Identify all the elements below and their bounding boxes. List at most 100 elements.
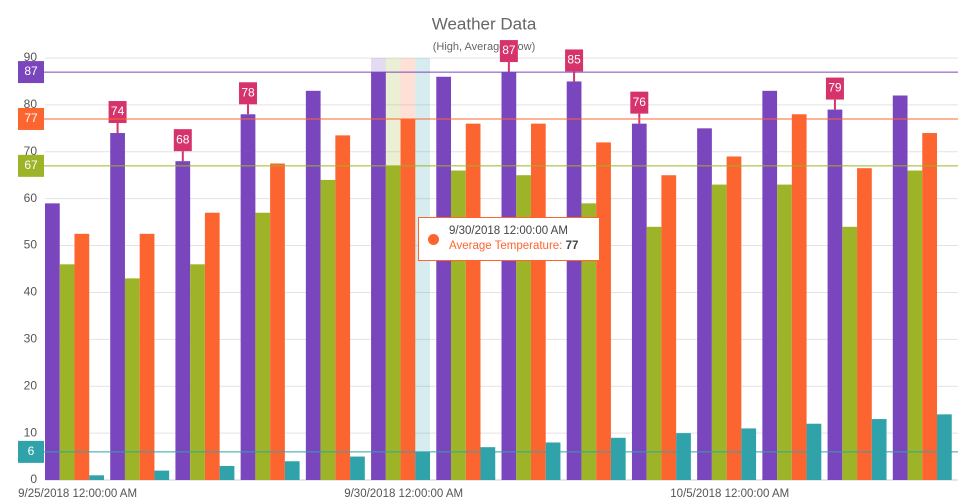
- bar: [857, 168, 872, 480]
- label-box: [825, 77, 844, 100]
- bar: [596, 142, 611, 480]
- bar: [139, 233, 155, 480]
- bar: [415, 451, 431, 480]
- y-tick-label: 50: [24, 238, 38, 252]
- bar: [937, 414, 952, 480]
- bar: [436, 76, 452, 480]
- bar: [871, 419, 887, 480]
- x-tick-label: 9/25/2018 12:00:00 AM: [18, 488, 137, 500]
- bar: [154, 470, 170, 480]
- label-box: [565, 49, 584, 72]
- bar: [530, 123, 546, 481]
- crosshair-label: 67: [24, 158, 38, 172]
- bar: [907, 170, 923, 481]
- data-label: 87: [502, 43, 516, 57]
- label-box: [499, 40, 518, 63]
- y-tick-label: 80: [24, 97, 38, 111]
- data-label: 68: [176, 132, 190, 146]
- bar: [711, 184, 727, 480]
- crosshair-box: [18, 107, 44, 130]
- x-tick-label: 9/30/2018 12:00:00 AM: [344, 488, 463, 500]
- bar: [74, 233, 90, 480]
- overlay: 74 68 78 87 85 76 79 87 67 77 6: [18, 40, 958, 463]
- bar: [190, 264, 205, 480]
- bar: [566, 81, 582, 480]
- tooltip-date: 9/30/2018 12:00:00 AM: [449, 225, 568, 237]
- data-label: 85: [567, 53, 581, 67]
- y-tick-label: 10: [24, 425, 38, 439]
- bar: [661, 175, 677, 480]
- y-tick-label: 70: [24, 144, 38, 158]
- bar: [922, 133, 938, 480]
- x-tick-label: 10/5/2018 12:00:00 AM: [670, 488, 789, 500]
- bar: [892, 95, 908, 480]
- data-label: 76: [633, 95, 647, 109]
- data-label: 79: [828, 81, 842, 95]
- tooltip: 9/30/2018 12:00:00 AM Average Temperatur…: [418, 217, 600, 261]
- tooltip-marker: [428, 234, 439, 245]
- bar: [124, 278, 140, 480]
- y-tick-label: 60: [24, 191, 38, 205]
- bar: [305, 90, 321, 481]
- crosshair-label: 87: [24, 64, 38, 78]
- chart-subtitle: (High, Average, Low): [433, 41, 536, 53]
- bar: [480, 447, 496, 480]
- crosshair-box: [18, 440, 44, 463]
- crosshair-label: 6: [28, 444, 35, 458]
- bar: [777, 184, 792, 480]
- y-tick-label: 90: [24, 50, 38, 64]
- bar: [371, 72, 386, 481]
- bar: [501, 72, 517, 481]
- label-box: [239, 82, 258, 105]
- bar: [400, 118, 416, 480]
- hover-band: [415, 58, 431, 480]
- bar: [255, 212, 271, 480]
- bar: [320, 179, 336, 480]
- label-box: [173, 129, 192, 152]
- tooltip-value: 77: [565, 240, 579, 252]
- bar: [465, 123, 481, 481]
- bar: [631, 123, 647, 481]
- y-tick-label: 0: [30, 472, 37, 486]
- bar: [762, 90, 778, 481]
- bar: [385, 165, 401, 480]
- y-tick-label: 30: [24, 332, 38, 346]
- bar: [545, 442, 561, 480]
- data-label: 78: [241, 85, 255, 99]
- bar: [175, 161, 191, 480]
- y-tick-label: 20: [24, 378, 38, 392]
- bar: [697, 128, 712, 481]
- tooltip-series: Average Temperature 77: [449, 239, 578, 254]
- bars: [45, 58, 952, 481]
- bar: [45, 203, 60, 480]
- crosshair-box: [18, 154, 44, 177]
- bar: [204, 212, 220, 480]
- label-box: [108, 101, 127, 124]
- bar: [581, 203, 597, 480]
- crosshair-box: [18, 61, 44, 84]
- bar: [791, 114, 807, 481]
- crosshair-label: 77: [24, 111, 38, 125]
- tooltip-series-name: Average Temperature: [449, 240, 562, 252]
- label-box: [630, 91, 649, 114]
- bar: [646, 226, 662, 480]
- bar: [335, 135, 351, 480]
- bar: [827, 109, 843, 481]
- y-tick-label: 40: [24, 285, 38, 299]
- bar: [676, 433, 691, 480]
- bar: [270, 163, 285, 480]
- bar: [842, 226, 858, 480]
- bar: [610, 437, 626, 480]
- bar: [219, 465, 235, 480]
- bar: [726, 156, 742, 480]
- chart-title: Weather Data: [432, 14, 537, 33]
- bar: [110, 133, 125, 480]
- data-label: 74: [111, 104, 125, 118]
- bar: [350, 456, 365, 480]
- bar: [59, 264, 75, 480]
- bar: [240, 114, 256, 481]
- bar: [89, 475, 104, 480]
- bar: [741, 428, 757, 480]
